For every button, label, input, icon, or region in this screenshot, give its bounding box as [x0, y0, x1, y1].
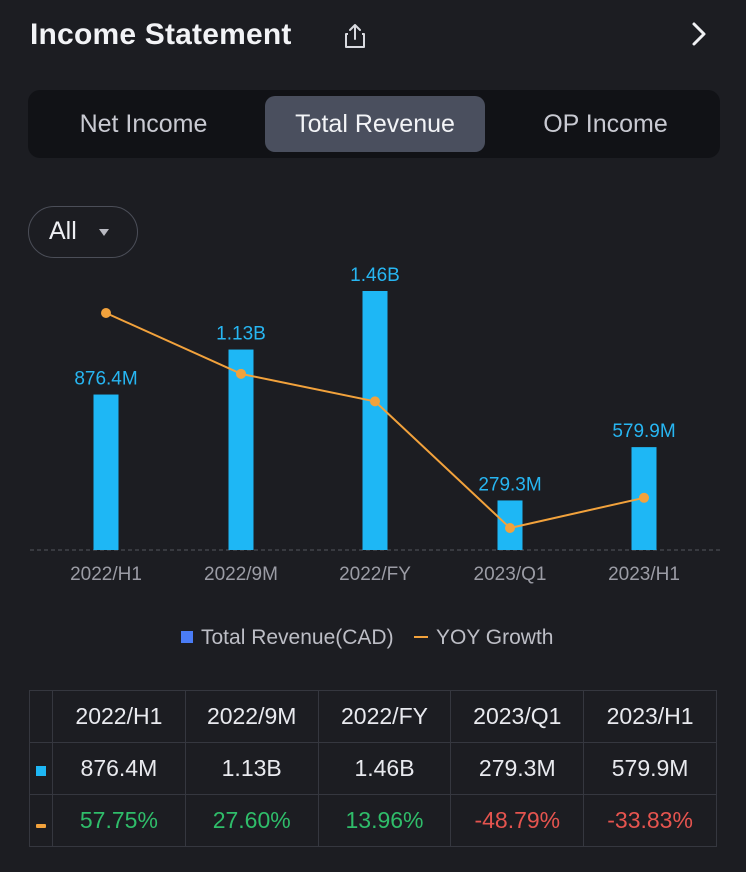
legend-square-icon	[181, 631, 193, 643]
legend-item-revenue[interactable]: Total Revenue(CAD)	[181, 624, 394, 652]
x-tick-label: 2022/FY	[339, 564, 411, 585]
chart-legend: Total Revenue(CAD) YOY Growth	[0, 620, 746, 652]
x-tick-label: 2023/Q1	[474, 564, 547, 585]
table-header-row: 2022/H1 2022/9M 2022/FY 2023/Q1 2023/H1	[29, 690, 717, 743]
legend-line-icon	[414, 636, 428, 638]
tab-net-income[interactable]: Net Income	[79, 110, 208, 138]
period-filter-value: All	[49, 217, 77, 245]
revenue-marker-icon	[36, 766, 46, 776]
header: Income Statement	[30, 14, 716, 58]
table-cell: -48.79%	[450, 794, 585, 847]
table-cell: 57.75%	[52, 794, 186, 847]
revenue-chart: 876.4M 1.13B 1.46B 279.3M 579.9M 2022/H1 2022/…	[30, 265, 720, 585]
tab-op-income[interactable]: OP Income	[543, 110, 668, 138]
x-tick-label: 2022/H1	[70, 564, 142, 585]
growth-point[interactable]	[370, 396, 380, 407]
growth-point[interactable]	[236, 368, 246, 379]
bar-value-label: 279.3M	[478, 474, 541, 495]
table-header-cell: 2023/H1	[583, 690, 717, 743]
growth-marker-icon	[36, 824, 46, 828]
table-cell: 1.46B	[317, 742, 452, 795]
legend-label-revenue: Total Revenue(CAD)	[201, 626, 394, 649]
bar-value-label: 1.46B	[350, 265, 400, 286]
table-cell: 876.4M	[52, 742, 186, 795]
legend-item-growth[interactable]: YOY Growth	[414, 624, 554, 652]
table-cell: 579.9M	[583, 742, 717, 795]
bar[interactable]	[228, 349, 254, 550]
row-marker-cell	[29, 742, 53, 795]
table-row-revenue: 876.4M 1.13B 1.46B 279.3M 579.9M	[29, 742, 717, 795]
table-cell: -33.83%	[583, 794, 717, 847]
chevron-right-icon[interactable]	[688, 18, 710, 50]
growth-point[interactable]	[505, 523, 515, 533]
table-header-cell: 2022/H1	[52, 690, 186, 743]
growth-point[interactable]	[639, 492, 649, 503]
table-cell: 1.13B	[184, 742, 319, 795]
legend-label-growth: YOY Growth	[436, 626, 554, 649]
period-filter-dropdown[interactable]: All	[28, 206, 138, 258]
page-title: Income Statement	[30, 18, 292, 51]
table-cell: 13.96%	[317, 794, 452, 847]
bar-value-label: 579.9M	[612, 421, 675, 442]
bar-value-label: 876.4M	[74, 369, 137, 390]
table-header-cell: 2022/FY	[317, 690, 452, 743]
bar[interactable]	[93, 394, 119, 550]
growth-point[interactable]	[101, 308, 111, 318]
share-icon[interactable]	[342, 22, 368, 50]
table-header-cell: 2023/Q1	[450, 690, 585, 743]
x-tick-label: 2023/H1	[608, 564, 680, 585]
bar-value-label: 1.13B	[216, 324, 266, 345]
bar[interactable]	[362, 291, 388, 550]
row-marker-cell	[29, 794, 53, 847]
table-cell: 27.60%	[184, 794, 319, 847]
x-tick-label: 2022/9M	[204, 564, 278, 585]
table-row-growth: 57.75% 27.60% 13.96% -48.79% -33.83%	[29, 794, 717, 847]
tab-total-revenue[interactable]: Total Revenue	[265, 96, 485, 152]
table-header-cell: 2022/9M	[184, 690, 319, 743]
caret-down-icon	[99, 229, 109, 236]
metric-tabs: Net Income Total Revenue OP Income	[28, 90, 720, 158]
table-cell: 279.3M	[450, 742, 585, 795]
data-table: 2022/H1 2022/9M 2022/FY 2023/Q1 2023/H1 …	[29, 690, 717, 847]
table-corner-cell	[29, 690, 53, 743]
